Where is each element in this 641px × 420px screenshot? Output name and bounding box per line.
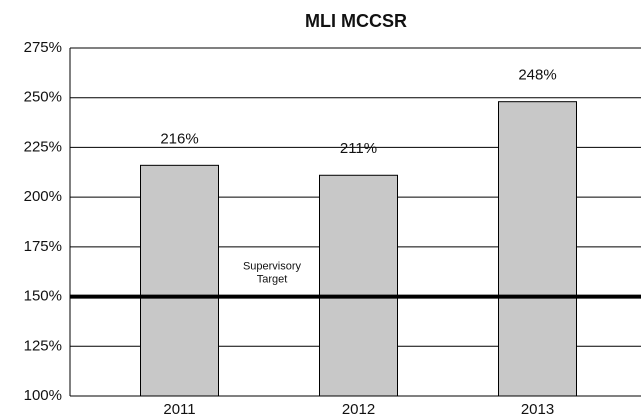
y-tick-label: 150% <box>24 288 62 305</box>
target-label: Target <box>257 273 288 285</box>
y-tick-label: 275% <box>24 39 62 56</box>
y-tick-label: 125% <box>24 337 62 354</box>
x-tick-label: 2013 <box>521 401 554 418</box>
bar <box>140 164 219 397</box>
x-tick-label: 2011 <box>163 401 195 418</box>
target-label: Supervisory <box>243 260 302 272</box>
bar <box>498 101 577 397</box>
bar <box>319 174 398 397</box>
y-tick-label: 200% <box>24 188 62 205</box>
y-tick-label: 250% <box>24 89 62 106</box>
chart-title: MLI MCCSR <box>305 11 407 31</box>
y-tick-label: 225% <box>24 138 62 155</box>
value-label: 216% <box>160 130 198 147</box>
value-label: 211% <box>340 140 377 157</box>
y-tick-label: 100% <box>24 387 62 404</box>
y-tick-label: 175% <box>24 238 62 255</box>
value-label: 248% <box>518 67 556 84</box>
x-tick-label: 2012 <box>342 401 375 418</box>
